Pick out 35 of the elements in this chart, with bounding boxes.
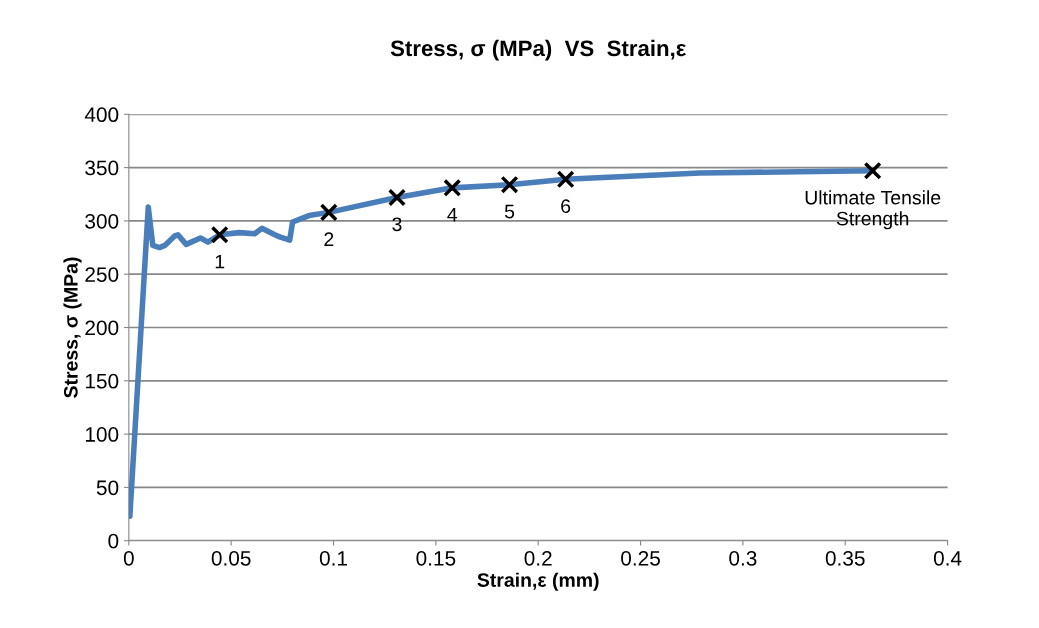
- x-tick-label: 0.05: [211, 550, 251, 566]
- annotation: 1: [215, 254, 225, 269]
- chart-title: Stress, σ (MPa) VS Strain,ε: [390, 39, 686, 61]
- point: [556, 170, 575, 189]
- x-tick-label: 0.35: [825, 550, 865, 566]
- point: [443, 178, 462, 197]
- y-tick-label: 50: [96, 480, 119, 496]
- point: [387, 188, 406, 207]
- annotation: 5: [504, 204, 515, 219]
- annotation: Ultimate Tensile Strength: [805, 190, 941, 230]
- x-tick-label: 0.3: [729, 550, 757, 566]
- y-tick-label: 250: [85, 267, 119, 282]
- y-tick-label: 150: [85, 373, 119, 389]
- y-tick-label: 350: [85, 160, 119, 176]
- y-tick-label: 0: [108, 533, 119, 549]
- annotation: 3: [392, 217, 402, 232]
- y-tick-label: 100: [85, 427, 119, 442]
- y-tick-label: 200: [85, 320, 119, 336]
- point: [500, 175, 519, 194]
- point: [863, 161, 882, 180]
- x-tick-label: 0.25: [621, 550, 660, 566]
- annotation: 6: [561, 199, 571, 214]
- point: [210, 225, 229, 244]
- annotation: 2: [324, 232, 334, 246]
- x-axis-title: Strain,ε (mm): [477, 572, 599, 591]
- point: [319, 203, 338, 222]
- x-tick-label: 0.4: [933, 550, 962, 566]
- y-tick-label: 300: [85, 213, 119, 229]
- annotation: 4: [447, 208, 458, 222]
- x-tick-label: 0.1: [319, 550, 347, 566]
- y-tick-label: 400: [84, 107, 119, 123]
- x-tick-label: 0: [123, 550, 134, 566]
- x-tick-label: 0.15: [416, 550, 456, 566]
- y-axis-title: Stress, σ (MPa): [63, 257, 82, 398]
- x-tick-label: 0.2: [524, 550, 552, 566]
